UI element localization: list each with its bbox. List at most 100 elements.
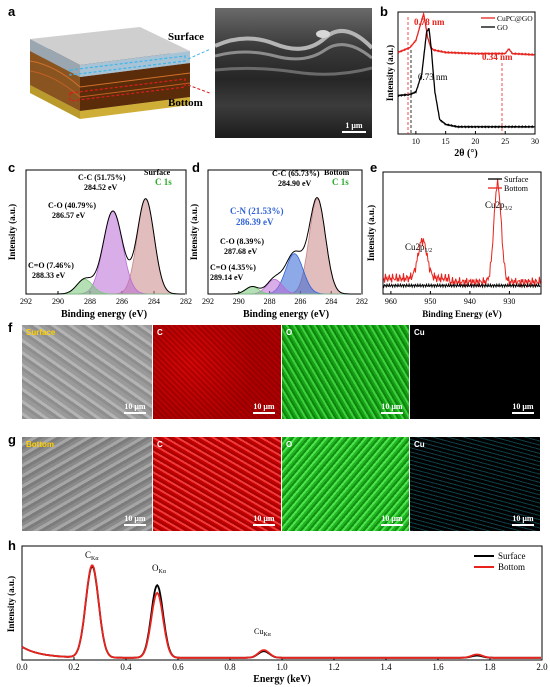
x-tick-label: 1.6 [432,662,444,672]
c-peak-c2o: C=O (7.46%) [28,261,74,270]
x-tick-label: 286 [116,297,128,306]
peak-ann-034: 0.34 nm [482,52,513,62]
x-tick-label: 292 [202,297,214,306]
surface-label: Surface [168,31,205,43]
x-tick-label: 0.4 [120,662,132,672]
legend-go: GO [497,23,508,32]
d-peak-cc-ev: 284.90 eV [278,179,312,188]
h-peak-o-sub: Kα [159,569,167,575]
c-ylabel: Intensity (a.u.) [7,204,17,260]
x-tick-label: 2.0 [536,662,548,672]
panel-g-label: g [8,432,16,447]
panel-a-schematic [29,27,210,119]
scale-bar-a: 1 μm [342,121,366,133]
h-xlabel: Energy (keV) [253,674,311,685]
x-tick-label: 290 [233,297,245,306]
d-xlabel: Binding energy (eV) [243,309,329,320]
x-tick-label: 1.4 [380,662,392,672]
tile-label-cu: Cu [414,328,425,337]
x-tick-label: 30 [531,137,539,146]
panel-h-eds-chart: 0.0 0.2 0.4 0.6 0.8 1.0 1.2 1.4 1.6 1.8 2.0 CKα OK… [6,545,548,685]
c-peak-co-ev: 286.57 eV [52,211,86,220]
tile-label-surface: Surface [26,328,56,337]
eds-map-o-surface: O 10 μm [282,325,409,419]
h-peak-cu: Cu [254,627,263,636]
x-tick-label: 0.0 [16,662,28,672]
eds-map-c-surface: C 10 μm [153,325,281,419]
d-peak-c2o: C=O (4.35%) [210,263,256,272]
panel-f-label: f [8,320,13,335]
x-tick-label: 288 [264,297,276,306]
d-tag: Bottom [324,168,350,177]
d-peak-cc: C-C (65.73%) [272,169,320,178]
d-peak-co-ev: 287.68 eV [224,247,258,256]
panel-c-label: c [8,160,16,175]
panel-b-label: b [380,4,388,19]
tile-label-bottom: Bottom [26,440,54,449]
e-peak2-sub: 3/2 [505,206,513,212]
d-ylabel: Intensity (a.u.) [189,204,199,260]
h-legend-surface: Surface [498,551,525,561]
x-tick-label: 15 [442,137,450,146]
x-tick-label: 940 [464,297,476,306]
e-legend-surface: Surface [504,175,529,184]
x-tick-label: 284 [148,297,160,306]
svg-text:CuKα: CuKα [254,627,272,638]
e-peak1-sub: 1/2 [425,248,433,254]
e-peak1: Cu2p [405,242,425,252]
x-tick-label: 0.6 [172,662,184,672]
panel-h-label: h [8,538,16,553]
x-tick-label: 10 [412,137,420,146]
x-tick-label: 282 [356,297,368,306]
tile-label-cu-b: Cu [414,440,425,449]
x-tick-label: 25 [501,137,509,146]
e-legend-bottom: Bottom [504,184,529,193]
x-tick-label: 0.2 [68,662,79,672]
x-tick-label: 1.0 [276,662,288,672]
eds-map-cu-bottom: Cu 10 μm [410,437,540,531]
x-tick-label: 20 [471,137,479,146]
d-tag2: C 1s [332,177,349,187]
h-ylabel: Intensity (a.u.) [6,576,16,632]
bottom-label: Bottom [168,97,203,109]
x-tick-label: 284 [325,297,337,306]
b-xlabel: 2θ (°) [454,148,477,159]
h-peak-c-sub: Kα [91,556,99,562]
peak-ann-078: 0.78 nm [414,17,445,27]
h-legend-bottom: Bottom [498,562,525,572]
h-peak-cu-sub: Kα [263,632,271,638]
sem-surface-tile: Surface 10 μm [22,325,152,419]
panel-e-label: e [370,160,378,175]
svg-text:Cu2p1/2: Cu2p1/2 [405,242,432,254]
e-xlabel: Binding Energy (eV) [422,309,502,319]
eds-map-o-bottom: O 10 μm [282,437,409,531]
x-tick-label: 292 [20,297,32,306]
x-tick-label: 950 [424,297,436,306]
sem-bottom-tile: Bottom 10 μm [22,437,152,531]
c-peak-c2o-ev: 288.33 eV [32,271,66,280]
c-peak-co: C-O (40.79%) [48,201,96,210]
legend-cupc: CuPC@GO [497,14,533,23]
x-tick-label: 286 [294,297,306,306]
panel-a-label: a [8,4,16,19]
c-xlabel: Binding energy (eV) [61,309,147,320]
x-tick-label: 282 [180,297,192,306]
svg-text:Cu2p3/2: Cu2p3/2 [485,200,512,212]
d-peak-cn: C-N (21.53%) [230,206,284,216]
x-tick-label: 1.2 [328,662,339,672]
x-tick-label: 960 [385,297,397,306]
x-tick-label: 290 [52,297,64,306]
c-tag: Surface [144,168,171,177]
tile-label-o: O [286,328,293,337]
b-ylabel: Intensity (a.u.) [385,45,395,101]
tile-label-c: C [157,328,163,337]
d-peak-co: C-O (8.39%) [220,237,264,246]
x-tick-label: 930 [503,297,515,306]
x-tick-label: 288 [84,297,96,306]
eds-map-cu-surface: Cu 10 μm [410,325,540,419]
c-peak-cc-ev: 284.52 eV [84,183,118,192]
sem-cross-section: 1 μm [215,8,372,138]
e-peak2: Cu2p [485,200,505,210]
peak-ann-073: 0.73 nm [418,72,448,82]
tile-label-o-b: O [286,440,293,449]
